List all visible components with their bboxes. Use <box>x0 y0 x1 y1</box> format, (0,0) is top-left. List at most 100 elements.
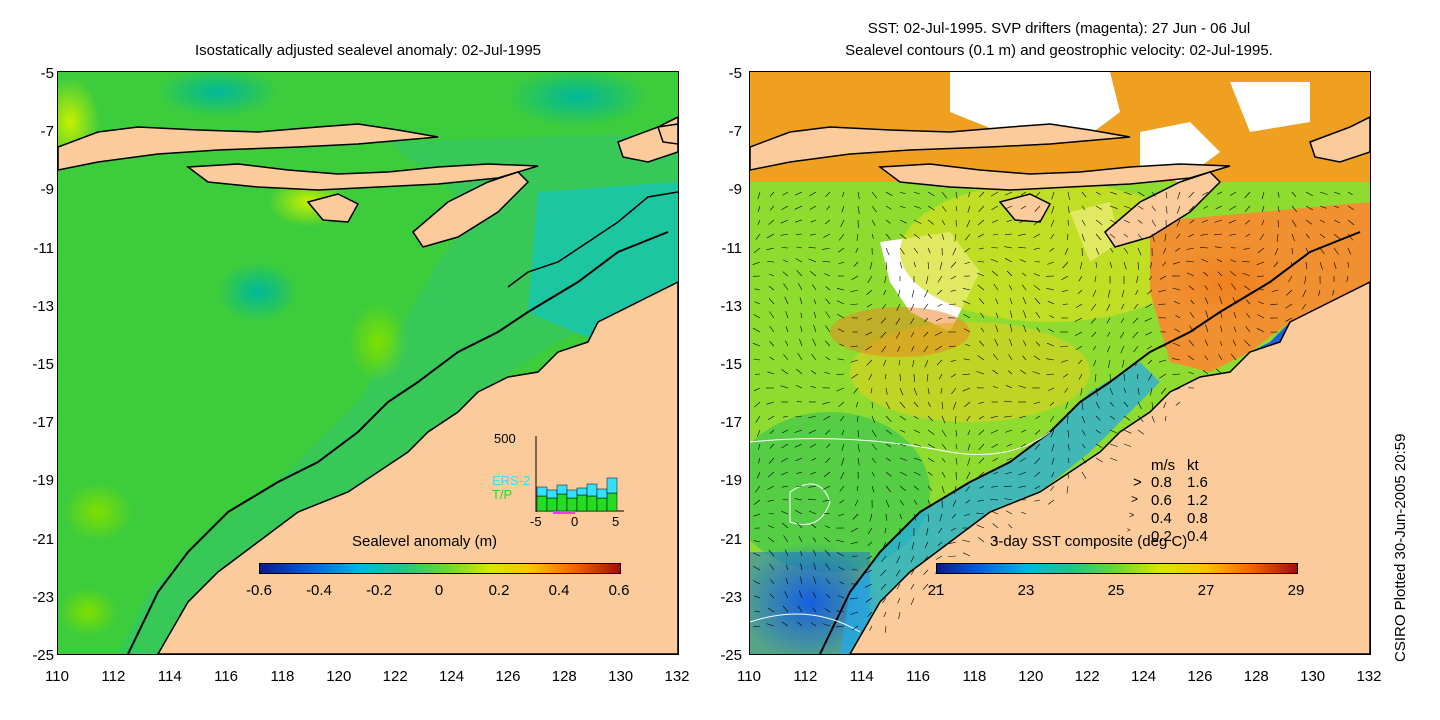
velocity-arrow <box>913 471 921 476</box>
velocity-arrow <box>783 535 789 543</box>
velocity-arrow <box>1120 345 1125 354</box>
x-tick-label: 120 <box>326 668 352 685</box>
velocity-arrow <box>841 429 845 436</box>
velocity-arrow <box>752 565 761 571</box>
velocity-arrow <box>810 219 817 223</box>
velocity-arrow <box>1095 387 1098 396</box>
velocity-arrow <box>1347 233 1354 241</box>
velocity-arrow <box>895 569 901 577</box>
velocity-arrow <box>927 415 933 422</box>
velocity-arrow <box>1174 387 1181 391</box>
velocity-arrow <box>1109 233 1116 239</box>
velocity-arrow <box>962 552 971 557</box>
velocity-arrow <box>963 313 971 319</box>
velocity-arrow <box>780 233 789 236</box>
velocity-arrow <box>954 485 957 494</box>
velocity-arrow <box>1245 326 1251 333</box>
velocity-arrow <box>899 205 906 209</box>
velocity-arrow <box>964 513 971 517</box>
velocity-arrow <box>1005 191 1013 196</box>
velocity-arrow <box>798 535 803 543</box>
velocity-arrow <box>923 331 929 337</box>
velocity-arrow <box>866 555 873 560</box>
velocity-arrow <box>910 583 915 590</box>
velocity-arrow <box>840 219 845 228</box>
velocity-arrow <box>980 312 985 319</box>
velocity-arrow <box>1109 261 1113 269</box>
velocity-arrow <box>753 595 761 599</box>
velocity-arrow <box>1063 373 1069 378</box>
velocity-arrow <box>780 219 789 224</box>
credit-text: CSIRO Plotted 30-Jun-2005 20:59 <box>1392 433 1409 662</box>
velocity-arrow <box>1033 247 1041 250</box>
velocity-arrow <box>899 219 907 224</box>
velocity-arrow <box>871 401 873 409</box>
velocity-arrow <box>1160 387 1167 395</box>
velocity-arrow <box>755 415 761 423</box>
velocity-arrow <box>1244 191 1251 199</box>
velocity-arrow <box>1004 485 1013 487</box>
velocity-arrow <box>927 233 933 239</box>
velocity-arrow <box>1261 191 1265 200</box>
velocity-key-arrow: > <box>1131 492 1139 506</box>
velocity-arrow <box>1232 339 1237 347</box>
velocity-arrow <box>1062 261 1069 269</box>
velocity-arrow <box>785 311 789 319</box>
velocity-arrow <box>838 328 845 333</box>
velocity-arrow <box>1066 233 1069 241</box>
velocity-arrow <box>796 368 803 375</box>
velocity-arrow <box>1023 310 1027 319</box>
velocity-arrow <box>963 358 971 361</box>
velocity-arrow <box>899 261 903 269</box>
velocity-arrow <box>853 387 859 394</box>
x-tick-label: 112 <box>101 668 126 685</box>
velocity-arrow <box>809 205 817 210</box>
colorbar-tick-label: 21 <box>927 582 945 599</box>
velocity-arrow <box>948 345 957 347</box>
x-tick-label: 110 <box>45 668 69 685</box>
velocity-arrow <box>1109 443 1118 447</box>
velocity-arrow <box>769 593 775 599</box>
velocity-arrow <box>1216 259 1223 263</box>
velocity-arrow <box>784 591 789 599</box>
velocity-arrow <box>797 605 803 613</box>
velocity-arrow <box>976 512 985 515</box>
velocity-arrow <box>837 595 845 599</box>
velocity-arrow <box>1095 247 1100 255</box>
velocity-arrow <box>1023 324 1027 333</box>
velocity-arrow <box>1137 261 1140 270</box>
velocity-arrow <box>885 191 893 197</box>
velocity-arrow <box>767 471 775 478</box>
velocity-arrow <box>1135 359 1139 367</box>
velocity-arrow <box>1109 415 1116 420</box>
y-tick-label: -19 <box>32 472 54 490</box>
velocity-arrow <box>1346 275 1349 282</box>
velocity-arrow <box>978 471 985 477</box>
velocity-key-arrow: > <box>1133 474 1142 491</box>
velocity-arrow <box>857 443 860 452</box>
velocity-arrow <box>978 247 985 250</box>
velocity-arrow <box>781 511 789 515</box>
velocity-arrow <box>1159 275 1167 280</box>
velocity-arrow <box>866 359 873 366</box>
velocity-arrow <box>769 205 775 211</box>
velocity-arrow <box>808 485 817 488</box>
velocity-arrow <box>990 415 999 419</box>
velocity-arrow <box>1177 205 1181 214</box>
velocity-arrow <box>992 233 999 236</box>
velocity-arrow <box>1186 247 1195 250</box>
velocity-arrow <box>976 272 985 277</box>
velocity-arrow <box>825 286 831 291</box>
velocity-arrow <box>1095 219 1103 226</box>
velocity-arrow <box>1020 429 1027 433</box>
velocity-arrow <box>871 485 875 493</box>
velocity-arrow <box>1019 499 1027 501</box>
velocity-arrow <box>913 401 919 408</box>
velocity-arrow <box>965 485 971 492</box>
velocity-arrow <box>955 205 958 212</box>
velocity-arrow <box>1202 370 1209 375</box>
velocity-arrow <box>1092 289 1097 297</box>
velocity-arrow <box>1050 429 1055 438</box>
velocity-arrow <box>910 597 915 606</box>
velocity-arrow <box>1080 387 1083 396</box>
